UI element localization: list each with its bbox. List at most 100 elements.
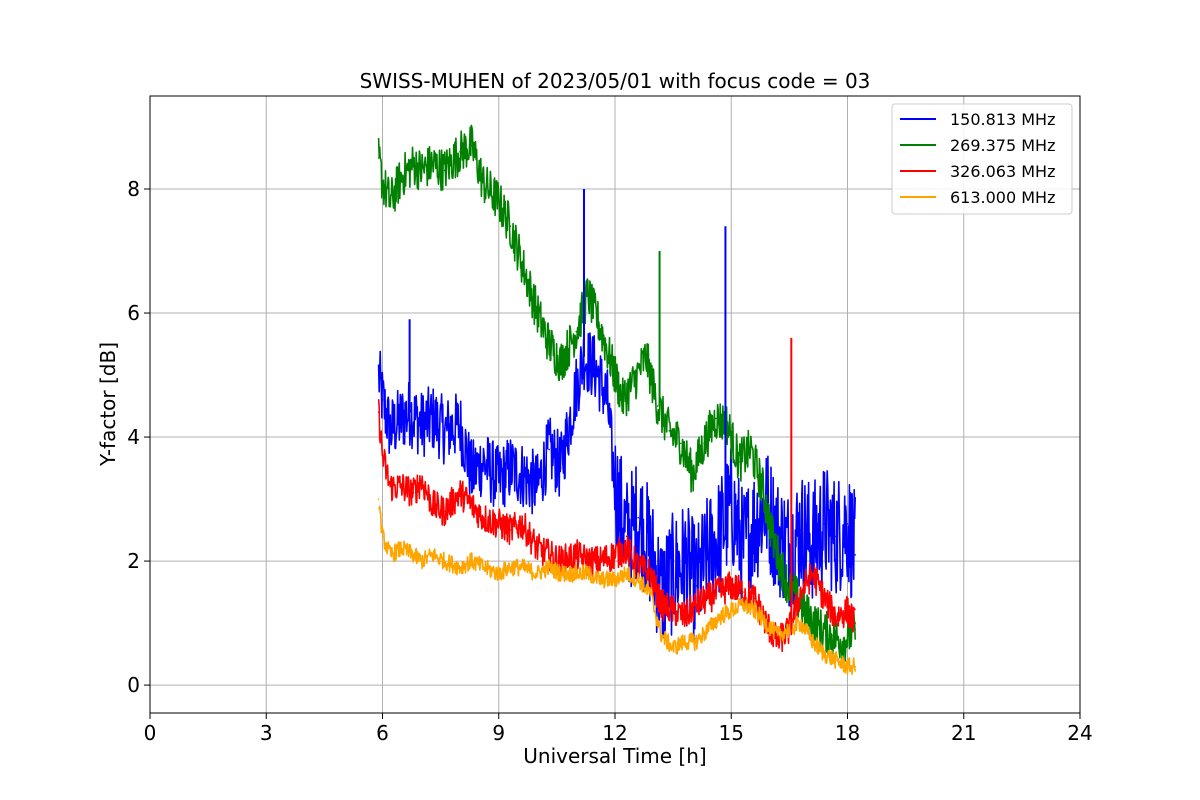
data-point <box>811 572 814 575</box>
data-point <box>823 597 826 600</box>
series-noise-trace <box>377 124 856 664</box>
data-point <box>718 535 721 538</box>
data-point <box>548 554 550 556</box>
data-point <box>559 572 562 575</box>
chart-title: SWISS-MUHEN of 2023/05/01 with focus cod… <box>360 69 871 93</box>
data-point <box>614 485 616 488</box>
data-point <box>726 423 729 426</box>
data-point <box>776 640 779 643</box>
data-point <box>811 541 814 544</box>
data-point <box>683 616 686 618</box>
data-point <box>788 628 791 631</box>
data-point <box>548 566 550 569</box>
data-point <box>536 572 539 575</box>
data-point <box>389 430 392 432</box>
data-point <box>800 591 802 593</box>
data-point <box>377 411 380 414</box>
data-point <box>831 634 833 637</box>
data-point <box>497 572 500 575</box>
data-point <box>509 225 512 228</box>
data-point <box>660 603 663 606</box>
data-point <box>695 640 698 643</box>
x-tick-label: 9 <box>492 721 505 745</box>
data-point <box>683 560 686 562</box>
data-point <box>598 560 601 562</box>
x-tick-label: 15 <box>719 721 744 745</box>
data-point <box>718 591 721 593</box>
data-point <box>695 585 698 587</box>
data-point <box>459 492 461 494</box>
data-point <box>389 554 392 556</box>
data-point <box>377 157 380 159</box>
data-point <box>598 324 601 327</box>
data-point <box>606 399 609 401</box>
data-point <box>707 597 709 600</box>
data-point <box>536 312 539 314</box>
series-noise-trace <box>377 505 856 676</box>
data-point <box>432 163 434 166</box>
data-point <box>753 609 756 612</box>
data-point <box>432 554 434 556</box>
data-point <box>645 355 647 358</box>
series-269-375-mhz <box>377 124 857 664</box>
data-point <box>707 554 709 556</box>
data-point <box>660 634 663 637</box>
data-point <box>521 523 523 525</box>
y-axis-label: Y-factor [dB] <box>96 342 120 467</box>
data-point <box>656 405 659 407</box>
legend-label: 613.000 MHz <box>950 188 1055 207</box>
data-point <box>680 442 682 445</box>
data-point <box>401 417 403 420</box>
data-point <box>800 529 802 531</box>
data-point <box>668 430 671 432</box>
data-point <box>854 665 857 668</box>
data-point <box>443 169 446 172</box>
data-point <box>788 547 791 550</box>
data-point <box>509 566 512 569</box>
data-point <box>575 330 578 333</box>
data-point <box>784 578 787 581</box>
data-point <box>575 554 578 556</box>
data-point <box>497 523 500 525</box>
data-point <box>521 566 523 569</box>
data-point <box>614 554 616 556</box>
data-point <box>637 566 640 569</box>
data-point <box>559 467 562 469</box>
data-point <box>800 622 802 624</box>
data-point <box>381 182 384 184</box>
data-point <box>470 473 473 476</box>
data-point <box>672 647 674 649</box>
data-point <box>637 578 640 581</box>
x-tick-label: 21 <box>951 721 976 745</box>
data-point <box>401 485 403 488</box>
data-point <box>854 628 857 631</box>
data-point <box>753 597 756 600</box>
data-point <box>773 541 775 544</box>
data-point <box>381 399 384 401</box>
data-point <box>742 603 744 606</box>
data-point <box>594 368 597 370</box>
data-point <box>672 609 674 612</box>
data-point <box>482 461 485 463</box>
data-point <box>835 535 837 538</box>
data-point <box>718 616 721 618</box>
data-point <box>381 535 384 538</box>
data-point <box>621 399 624 401</box>
data-point <box>443 510 446 513</box>
data-point <box>420 560 423 562</box>
data-point <box>420 423 423 426</box>
data-point <box>482 516 485 519</box>
data-point <box>683 640 686 643</box>
data-point <box>633 380 636 383</box>
data-point <box>420 479 423 482</box>
data-point <box>548 448 550 451</box>
data-point <box>432 417 434 420</box>
data-point <box>377 374 380 376</box>
data-point <box>846 523 849 525</box>
data-point <box>649 572 651 575</box>
data-point <box>625 547 628 550</box>
data-point <box>738 461 740 463</box>
data-point <box>703 442 705 445</box>
series-613-000-mhz <box>377 498 857 676</box>
